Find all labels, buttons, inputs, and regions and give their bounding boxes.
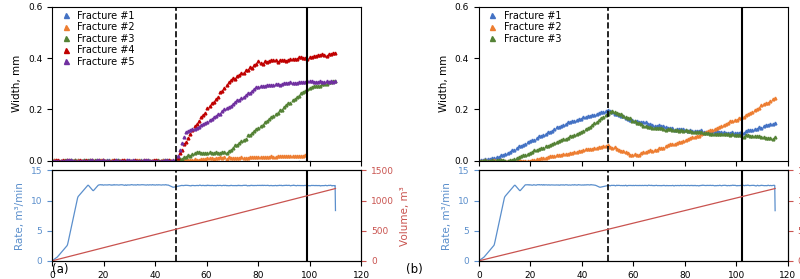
Fracture #1 [654, 124, 664, 127]
Line: Fracture #4: Fracture #4 [50, 50, 337, 163]
Fracture #4 [47, 160, 57, 163]
Text: (a): (a) [52, 263, 69, 276]
Fracture #3 [730, 133, 739, 137]
Fracture #3 [330, 105, 340, 109]
Fracture #1 [212, 162, 222, 165]
Fracture #3 [330, 79, 340, 82]
Line: Fracture #5: Fracture #5 [50, 80, 337, 163]
Fracture #3 [647, 126, 657, 130]
Fracture #2 [316, 167, 326, 171]
Fracture #5 [114, 160, 124, 163]
Fracture #3 [262, 119, 272, 122]
Fracture #5 [228, 102, 238, 105]
Y-axis label: Width, mm: Width, mm [439, 55, 449, 112]
Fracture #1 [291, 162, 301, 166]
Fracture #5 [330, 106, 340, 109]
Fracture #1 [220, 162, 230, 165]
Fracture #2 [654, 146, 664, 150]
Fracture #2 [770, 117, 780, 120]
Fracture #1 [493, 155, 502, 158]
Fracture #5 [262, 83, 272, 86]
Y-axis label: Width, mm: Width, mm [12, 55, 22, 112]
Fracture #5 [47, 159, 57, 162]
Fracture #5 [314, 79, 323, 83]
Fracture #3 [292, 96, 302, 99]
Fracture #4 [330, 50, 339, 53]
Fracture #2 [219, 156, 229, 159]
Fracture #3 [220, 151, 230, 154]
Fracture #3 [212, 151, 222, 154]
Fracture #1 [474, 159, 484, 162]
Fracture #1 [122, 158, 131, 162]
Fracture #3 [58, 160, 68, 163]
Fracture #3 [699, 131, 709, 134]
Fracture #4 [228, 76, 238, 80]
Y-axis label: Volume, m³: Volume, m³ [399, 186, 410, 246]
Fracture #1 [292, 161, 302, 164]
Fracture #2 [474, 159, 483, 163]
Fracture #4 [220, 86, 230, 89]
Fracture #2 [228, 156, 238, 159]
Fracture #2 [730, 119, 739, 123]
Fracture #2 [699, 131, 709, 134]
Fracture #3 [770, 143, 780, 147]
Y-axis label: Rate, m³/min: Rate, m³/min [442, 182, 452, 250]
Fracture #1 [730, 132, 739, 135]
Fracture #2 [646, 149, 656, 152]
Fracture #5 [220, 108, 230, 111]
Fracture #1 [699, 130, 709, 134]
Line: Fracture #2: Fracture #2 [478, 96, 777, 163]
Fracture #1 [770, 134, 780, 138]
Fracture #5 [212, 114, 222, 117]
Legend: Fracture #1, Fracture #2, Fracture #3, Fracture #4, Fracture #5: Fracture #1, Fracture #2, Fracture #3, F… [55, 10, 136, 68]
Fracture #1 [603, 108, 613, 112]
Fracture #3 [506, 160, 516, 163]
Fracture #4 [155, 160, 165, 163]
Fracture #2 [493, 159, 502, 163]
Fracture #4 [65, 159, 74, 162]
Line: Fracture #1: Fracture #1 [478, 109, 777, 162]
Line: Fracture #3: Fracture #3 [478, 109, 777, 163]
Line: Fracture #2: Fracture #2 [50, 154, 337, 170]
Fracture #3 [606, 109, 616, 112]
Line: Fracture #3: Fracture #3 [50, 79, 337, 163]
Fracture #3 [47, 159, 57, 162]
Fracture #1 [262, 162, 272, 165]
Fracture #1 [647, 122, 657, 125]
Fracture #2 [486, 160, 496, 163]
Fracture #3 [492, 158, 502, 162]
Fracture #5 [65, 159, 74, 162]
Y-axis label: Rate, m³/min: Rate, m³/min [15, 182, 26, 250]
Fracture #2 [294, 153, 303, 157]
Fracture #1 [474, 159, 483, 162]
Fracture #1 [663, 127, 673, 130]
Fracture #2 [291, 155, 301, 158]
Legend: Fracture #1, Fracture #2, Fracture #3: Fracture #1, Fracture #2, Fracture #3 [482, 10, 562, 45]
Fracture #3 [474, 159, 483, 162]
Fracture #4 [212, 97, 222, 100]
Fracture #5 [292, 81, 302, 85]
Fracture #2 [262, 156, 272, 159]
Fracture #1 [228, 161, 238, 165]
Fracture #2 [330, 164, 340, 167]
Fracture #4 [330, 87, 340, 90]
Fracture #3 [228, 147, 238, 150]
Fracture #4 [262, 61, 272, 64]
Fracture #1 [47, 159, 57, 162]
Fracture #3 [654, 126, 664, 129]
Fracture #2 [770, 96, 779, 99]
Line: Fracture #1: Fracture #1 [50, 158, 337, 165]
Fracture #2 [65, 160, 74, 163]
Fracture #2 [663, 144, 673, 147]
Text: (b): (b) [406, 263, 423, 276]
Fracture #1 [65, 159, 74, 163]
Fracture #3 [65, 159, 74, 162]
Fracture #2 [47, 159, 57, 162]
Fracture #4 [292, 57, 302, 60]
Fracture #1 [330, 161, 340, 164]
Fracture #3 [663, 127, 673, 131]
Fracture #2 [212, 157, 222, 160]
